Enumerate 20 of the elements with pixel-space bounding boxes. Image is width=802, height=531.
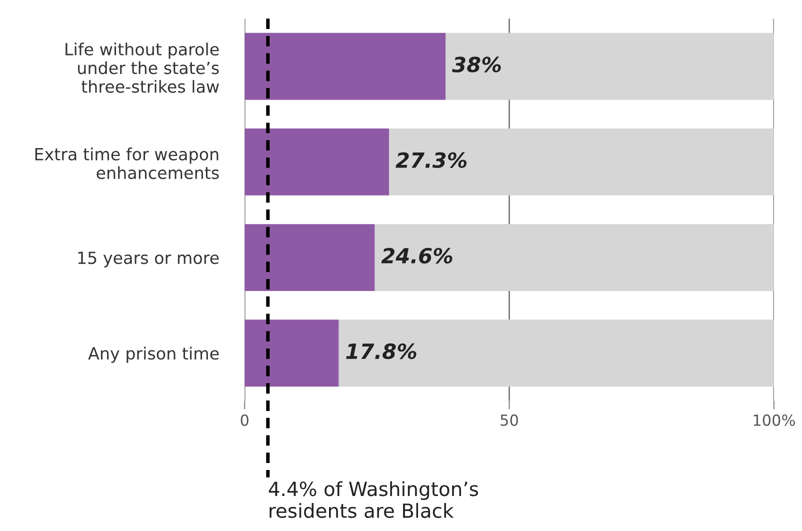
data-label: 38% — [452, 56, 501, 72]
bar — [389, 128, 774, 196]
x-tick-label: 50 — [500, 414, 518, 426]
y-tick-label: Life without parole under the state’s three-strikes law — [66, 42, 219, 93]
bar — [244, 128, 390, 196]
bar — [244, 224, 375, 291]
bar — [244, 32, 446, 100]
bar — [374, 224, 774, 291]
y-tick-label: Any prison time — [88, 346, 219, 363]
y-tick-label: 15 years or more — [78, 252, 219, 268]
data-label: 24.6% — [381, 248, 452, 264]
bar — [244, 320, 339, 387]
x-tick-label: 100% — [754, 414, 795, 426]
x-tick-label: 0 — [240, 414, 248, 426]
bar — [446, 32, 774, 100]
data-label: 27.3% — [396, 152, 467, 168]
y-tick-label: Extra time for weapon enhancements — [35, 148, 219, 180]
ref-line-label: 4.4% of Washington’s residents are Black — [268, 481, 478, 518]
data-label: 17.8% — [346, 343, 416, 360]
bar — [338, 320, 774, 387]
